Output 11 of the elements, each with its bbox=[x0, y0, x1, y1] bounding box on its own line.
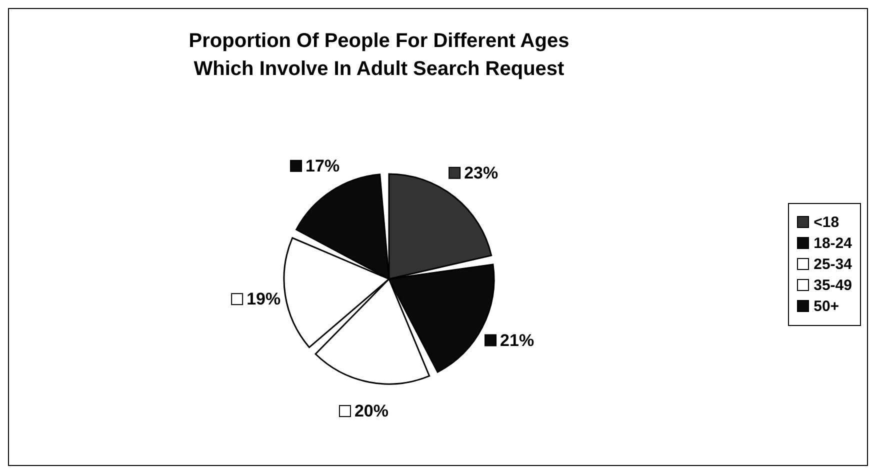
data-label: 21% bbox=[500, 330, 534, 350]
legend-label: 35-49 bbox=[814, 276, 852, 294]
legend-label: <18 bbox=[814, 214, 840, 230]
legend-label: 25-34 bbox=[814, 256, 852, 272]
chart-title: Proportion Of People For Different Ages Which Involve In Adult Search Request bbox=[188, 29, 570, 82]
data-label: 20% bbox=[354, 402, 389, 421]
data-label: 19% bbox=[246, 290, 281, 309]
legend-label: 18-24 bbox=[814, 234, 852, 252]
data-label: 17% bbox=[306, 156, 340, 176]
legend-label: 50+ bbox=[814, 298, 840, 314]
data-label: 23% bbox=[464, 163, 498, 182]
